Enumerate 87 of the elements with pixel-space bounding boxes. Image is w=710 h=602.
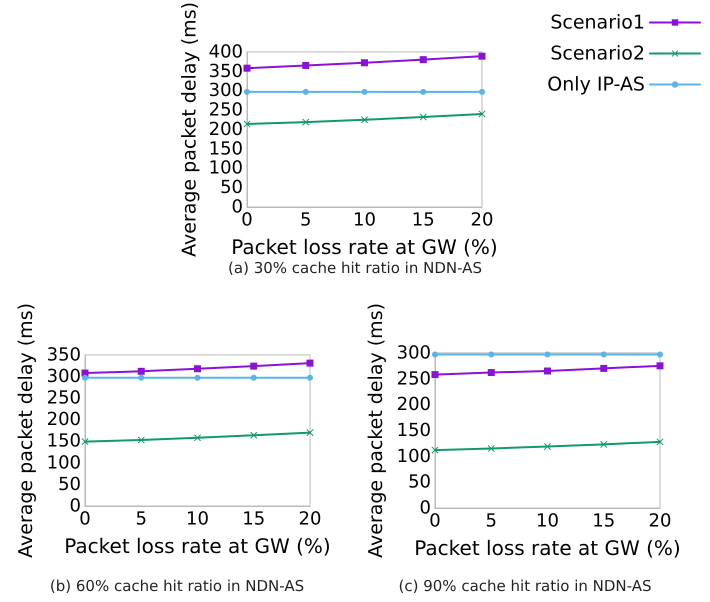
point xyxy=(244,120,250,128)
x-axis-title: Packet loss rate at GW (%) xyxy=(231,235,498,259)
point xyxy=(362,88,368,95)
y-tick-label: 100 xyxy=(208,158,243,179)
point xyxy=(250,374,257,381)
legend-label: Scenario1 xyxy=(550,12,645,34)
y-tick-label: 50 xyxy=(408,472,431,493)
point xyxy=(479,88,485,95)
y-tick-label: 0 xyxy=(70,496,81,516)
text: (a) 30% cache hit ratio in NDN-AS xyxy=(228,259,482,277)
y-tick-label: 300 xyxy=(396,342,431,364)
x-tick-label: 20 xyxy=(298,508,322,530)
y-tick-label: 200 xyxy=(396,394,431,416)
y-tick-label: 0 xyxy=(232,196,243,218)
point xyxy=(250,362,258,370)
point xyxy=(478,52,486,60)
point xyxy=(306,429,314,436)
point xyxy=(657,351,663,358)
point xyxy=(656,438,664,446)
point xyxy=(432,371,438,378)
y-tick-label: 50 xyxy=(220,177,243,198)
y-tick-label: 200 xyxy=(208,118,243,140)
point xyxy=(600,440,608,448)
point xyxy=(544,368,551,374)
point xyxy=(302,62,310,69)
y-tick-label: 350 xyxy=(208,60,243,82)
y-axis-title: Average packet delay (ms) xyxy=(365,303,388,558)
y-tick-label: 200 xyxy=(46,409,81,430)
text: (b) 60% cache hit ratio in NDN-AS xyxy=(50,577,304,595)
point xyxy=(600,364,608,372)
point xyxy=(194,374,200,381)
point xyxy=(544,351,550,358)
point xyxy=(82,438,88,446)
point xyxy=(244,88,250,95)
point xyxy=(244,64,250,72)
point xyxy=(194,365,201,372)
x-tick-label: 20 xyxy=(470,210,494,230)
x-tick-label: 5 xyxy=(486,510,497,532)
point xyxy=(138,374,144,381)
y-tick-label: 50 xyxy=(58,474,81,495)
y-tick-label: 100 xyxy=(396,446,431,467)
y-tick-label: 400 xyxy=(208,41,243,62)
x-tick-label: 15 xyxy=(242,508,266,530)
point xyxy=(361,59,368,66)
point xyxy=(656,362,664,370)
y-tick-label: 350 xyxy=(46,344,81,366)
point xyxy=(82,374,88,381)
y-tick-label: 150 xyxy=(46,430,81,452)
x-tick-label: 5 xyxy=(136,508,147,530)
y-axis-title: Average packet delay (ms) xyxy=(15,303,38,558)
text: (c) 90% cache hit ratio in NDN-AS xyxy=(398,577,652,595)
y-tick-label: 250 xyxy=(396,368,431,390)
point xyxy=(478,110,486,118)
point xyxy=(420,56,427,64)
x-tick-label: 15 xyxy=(592,510,616,532)
y-tick-label: 250 xyxy=(46,388,81,409)
legend-label: Only IP-AS xyxy=(547,74,645,96)
x-tick-label: 15 xyxy=(412,210,435,230)
point xyxy=(544,442,551,450)
point xyxy=(302,118,310,126)
y-tick-label: 250 xyxy=(208,100,243,121)
point xyxy=(306,360,314,367)
x-axis-title: Packet loss rate at GW (%) xyxy=(414,536,681,560)
point xyxy=(307,374,313,381)
y-tick-label: 150 xyxy=(396,420,431,441)
x-tick-label: 10 xyxy=(536,510,559,532)
point xyxy=(600,351,607,358)
legend-label: Scenario2 xyxy=(550,42,645,64)
y-tick-label: 100 xyxy=(46,452,81,474)
x-tick-label: 5 xyxy=(300,210,312,230)
point xyxy=(138,368,145,375)
x-axis-title: Packet loss rate at GW (%) xyxy=(64,534,331,558)
point xyxy=(432,351,438,358)
y-tick-label: 300 xyxy=(208,80,243,102)
point xyxy=(302,88,309,95)
point xyxy=(138,436,145,444)
y-axis-title: Average packet delay (ms) xyxy=(178,2,200,257)
point xyxy=(250,432,258,439)
x-tick-label: 20 xyxy=(648,510,672,532)
point xyxy=(432,446,438,454)
point xyxy=(420,88,426,95)
x-tick-label: 10 xyxy=(186,508,209,530)
point xyxy=(488,369,495,376)
y-tick-label: 300 xyxy=(46,366,81,387)
point xyxy=(488,351,494,358)
x-tick-label: 10 xyxy=(353,210,376,230)
y-tick-label: 150 xyxy=(208,138,243,160)
